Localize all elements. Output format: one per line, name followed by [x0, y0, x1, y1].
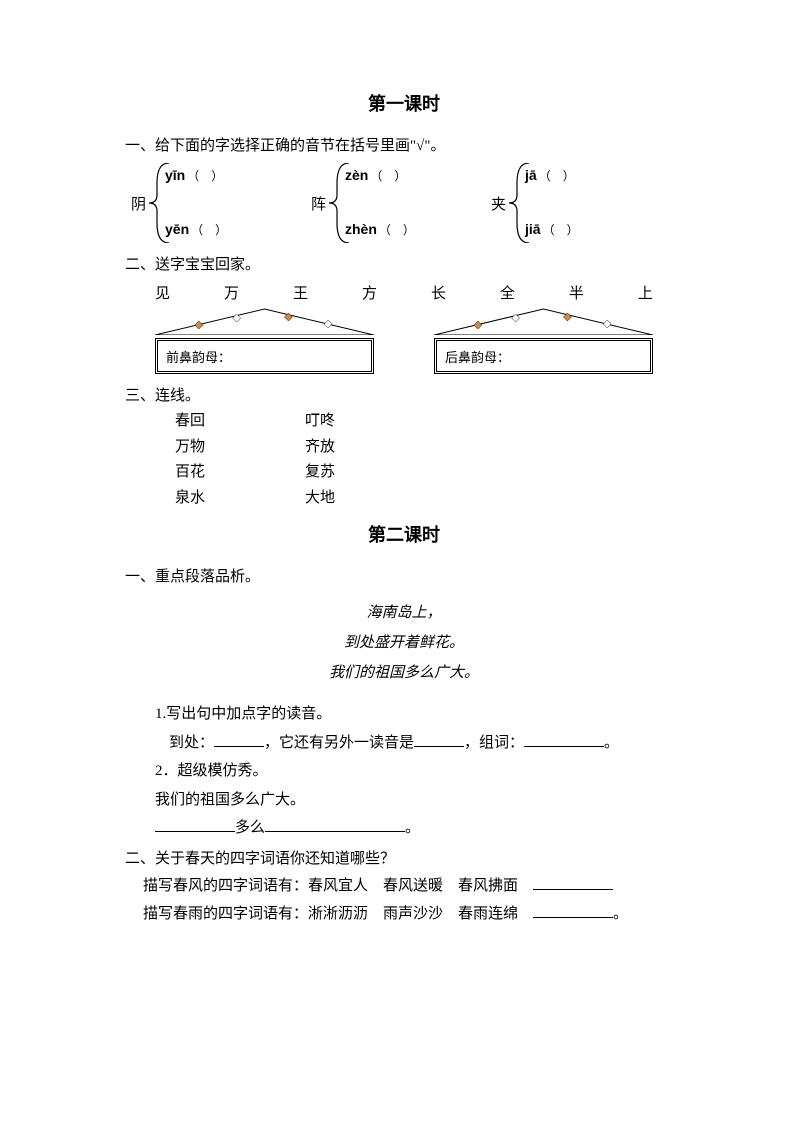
char-item: 上: [638, 282, 653, 303]
pinyin-group-2: 阵 zèn（ ） zhèn（ ）: [311, 163, 491, 243]
match-left-col: 春回 万物 百花 泉水: [175, 409, 305, 511]
opt-zhen1: zèn（ ）: [345, 167, 406, 185]
sub-q2-fill: 多么。: [155, 814, 683, 843]
blank[interactable]: [414, 730, 464, 747]
match-item: 泉水: [175, 486, 305, 512]
char-item: 半: [569, 282, 584, 303]
box-label-front: 前鼻韵母：: [155, 338, 374, 374]
q2-heading: 二、送字宝宝回家。: [125, 253, 683, 274]
pinyin-group-3: 夹 jā（ ） jiā（ ）: [491, 163, 671, 243]
box-front-nasal: 前鼻韵母：: [155, 307, 374, 374]
blank[interactable]: [155, 815, 235, 832]
char-item: 万: [224, 282, 239, 303]
q3-heading: 三、连线。: [125, 384, 683, 405]
blank[interactable]: [533, 901, 613, 918]
opt-zhen2: zhèn（ ）: [345, 221, 415, 239]
match-item: 万物: [175, 435, 305, 461]
match-item: 叮咚: [305, 409, 335, 435]
char-jia: 夹: [491, 193, 506, 214]
worksheet-page: 第一课时 一、给下面的字选择正确的音节在括号里画"√"。 阴 yīn（ ） yē…: [0, 0, 793, 929]
blank[interactable]: [214, 730, 264, 747]
q1-heading: 一、给下面的字选择正确的音节在括号里画"√"。: [125, 134, 683, 155]
char-item: 见: [155, 282, 170, 303]
l2-q1-heading: 一、重点段落品析。: [125, 565, 683, 586]
box-back-nasal: 后鼻韵母：: [434, 307, 653, 374]
match-item: 春回: [175, 409, 305, 435]
poem-line: 海南岛上，: [125, 598, 683, 628]
l2-q2-heading: 二、关于春天的四字词语你还知道哪些？: [125, 847, 683, 868]
char-item: 方: [362, 282, 377, 303]
match-item: 齐放: [305, 435, 335, 461]
sub-q2-example: 我们的祖国多么广大。: [155, 786, 683, 815]
sub-q1: 1.写出句中加点字的读音。: [155, 700, 683, 729]
char-item: 全: [500, 282, 515, 303]
poem-line: 到处盛开着鲜花。: [125, 628, 683, 658]
blank[interactable]: [265, 815, 405, 832]
opt-jia2: jiā（ ）: [525, 221, 579, 239]
category-boxes: 前鼻韵母： 后鼻韵母：: [155, 307, 653, 374]
poem-line: 我们的祖国多么广大。: [125, 658, 683, 688]
matching-exercise: 春回 万物 百花 泉水 叮咚 齐放 复苏 大地: [175, 409, 683, 511]
pinyin-group-1: 阴 yīn（ ） yēn（ ）: [131, 163, 311, 243]
char-item: 长: [431, 282, 446, 303]
box-label-back: 后鼻韵母：: [434, 338, 653, 374]
match-item: 大地: [305, 486, 335, 512]
char-zhen: 阵: [311, 193, 326, 214]
sub-q1-fill: 到处：，它还有另外一读音是，组词：。: [169, 729, 683, 758]
match-item: 复苏: [305, 460, 335, 486]
opt-yin1: yīn（ ）: [165, 167, 223, 185]
char-yin: 阴: [131, 193, 146, 214]
blank[interactable]: [533, 873, 613, 890]
char-bank: 见 万 王 方 长 全 半 上: [155, 282, 653, 303]
sub-q2: 2．超级模仿秀。: [155, 757, 683, 786]
passage: 海南岛上， 到处盛开着鲜花。 我们的祖国多么广大。: [125, 598, 683, 688]
opt-yin2: yēn（ ）: [165, 221, 227, 239]
match-item: 百花: [175, 460, 305, 486]
roof-icon: [434, 307, 653, 335]
lesson1-title: 第一课时: [125, 90, 683, 116]
blank[interactable]: [524, 730, 604, 747]
idiom-line-2: 描写春雨的四字词语有：淅淅沥沥 雨声沙沙 春雨连绵 。: [143, 900, 683, 929]
opt-jia1: jā（ ）: [525, 167, 575, 185]
idiom-line-1: 描写春风的四字词语有：春风宜人 春风送暖 春风拂面: [143, 872, 683, 901]
char-item: 王: [293, 282, 308, 303]
roof-icon: [155, 307, 374, 335]
lesson2-title: 第二课时: [125, 521, 683, 547]
match-right-col: 叮咚 齐放 复苏 大地: [305, 409, 335, 511]
pinyin-choice-row: 阴 yīn（ ） yēn（ ） 阵 zèn（ ） zhèn（ ） 夹 jā（ ）…: [131, 163, 683, 243]
